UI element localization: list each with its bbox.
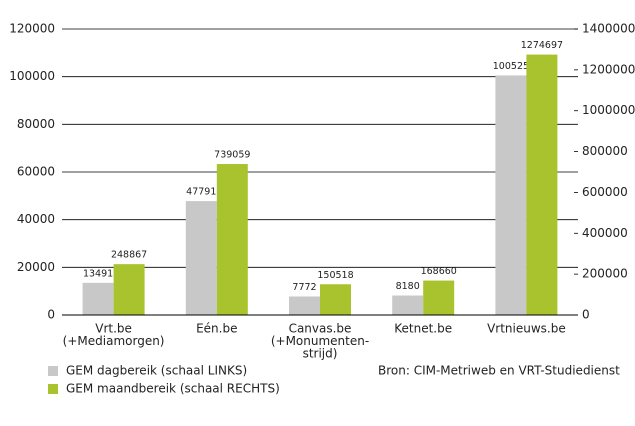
y-tick-label: 120000 [9, 22, 55, 36]
bar [113, 264, 145, 315]
bar [392, 295, 424, 315]
bar [423, 280, 455, 315]
bar [526, 54, 558, 315]
value-label: 100525 [493, 61, 529, 72]
legend-swatch [48, 384, 58, 394]
value-label: 168660 [421, 266, 457, 277]
y2-tick-label: 1000000 [582, 103, 635, 117]
bar [216, 164, 248, 315]
bar [289, 296, 320, 315]
x-tick-label: Eén.be [196, 322, 237, 336]
bar [185, 201, 217, 315]
y2-tick-label: 800000 [582, 144, 628, 158]
y-tick-label: 40000 [17, 212, 55, 226]
legend-swatch [48, 366, 58, 376]
x-tick-label: Vrtnieuws.be [487, 322, 566, 336]
x-tick-label: strijd) [303, 347, 338, 361]
y2-tick-label: 200000 [582, 267, 628, 281]
y2-tick-label: 400000 [582, 226, 628, 240]
y-tick-label: 100000 [9, 69, 55, 83]
legend-label: GEM maandbereik (schaal RECHTS) [66, 382, 280, 396]
y2-tick-label: 600000 [582, 185, 628, 199]
x-tick-label: Vrt.be [95, 322, 132, 336]
y-tick-label: 0 [47, 308, 55, 322]
y-tick-label: 60000 [17, 165, 55, 179]
y2-tick-label: 1200000 [582, 62, 635, 76]
source: Bron: CIM-Metriweb en VRT-Studiedienst [378, 364, 620, 378]
y-tick-label: 20000 [17, 260, 55, 274]
y-tick-label: 80000 [17, 117, 55, 131]
x-tick-label: Ketnet.be [394, 322, 452, 336]
value-label: 8180 [396, 281, 420, 292]
value-label: 248867 [111, 250, 147, 261]
value-label: 1274697 [521, 40, 563, 51]
value-label: 47791 [186, 187, 216, 198]
value-label: 739059 [214, 150, 250, 161]
bar [320, 284, 351, 315]
y2-tick-label: 0 [582, 308, 590, 322]
x-tick-label: (+Mediamorgen) [63, 334, 165, 348]
bar [495, 75, 527, 316]
y2-tick-label: 1400000 [582, 22, 635, 36]
bar [82, 282, 114, 315]
x-tick-label: Canvas.be [289, 322, 352, 336]
x-tick-label: (+Monumenten- [271, 334, 369, 348]
legend-label: GEM dagbereik (schaal LINKS) [66, 364, 247, 378]
value-label: 150518 [317, 270, 353, 281]
value-label: 7772 [292, 282, 316, 293]
value-label: 13491 [83, 268, 113, 279]
